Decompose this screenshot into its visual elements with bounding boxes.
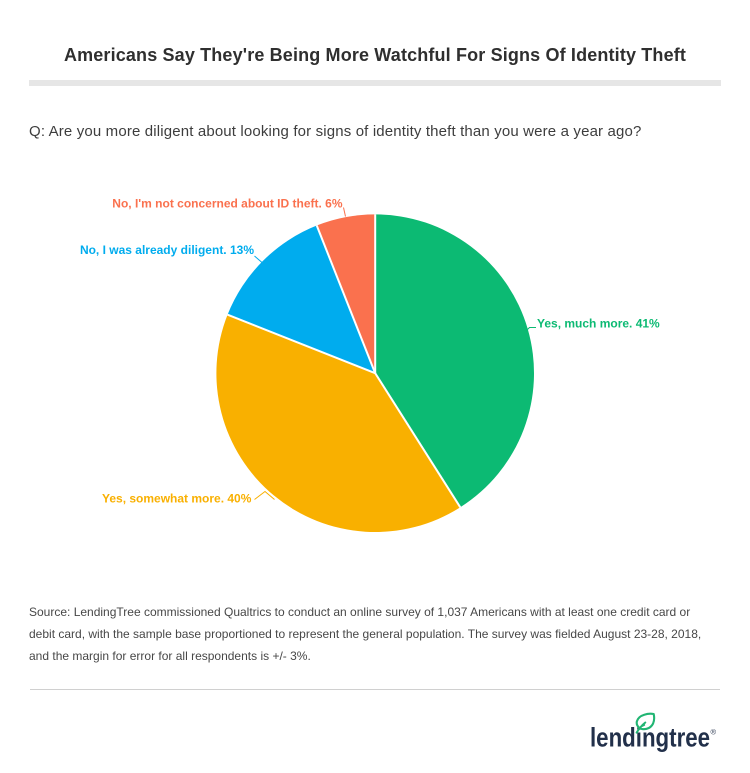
svg-text:Yes, somewhat more. 40%: Yes, somewhat more. 40% <box>102 492 252 506</box>
svg-text:No, I'm not concerned about ID: No, I'm not concerned about ID theft. 6% <box>112 196 343 210</box>
svg-text:Yes, much more. 41%: Yes, much more. 41% <box>537 317 660 331</box>
svg-text:®: ® <box>711 728 717 737</box>
svg-text:No, I was already diligent. 13: No, I was already diligent. 13% <box>80 243 254 257</box>
